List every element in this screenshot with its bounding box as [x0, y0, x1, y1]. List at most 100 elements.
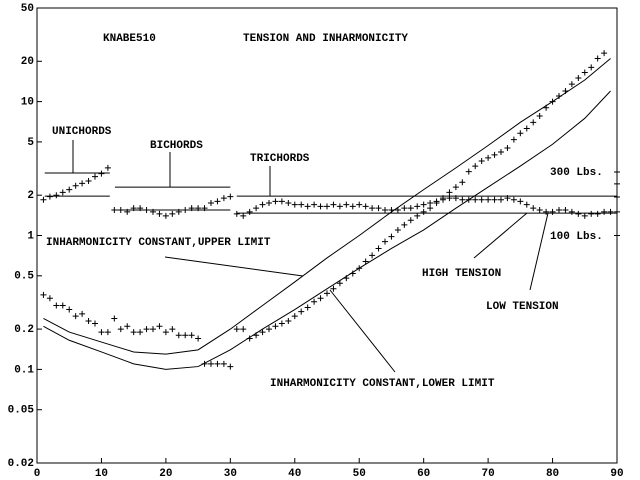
- plus-marker: [227, 363, 234, 370]
- plus-marker: [556, 207, 562, 214]
- plus-marker: [59, 302, 66, 309]
- plus-marker: [98, 170, 105, 177]
- plus-marker: [240, 212, 247, 219]
- plus-marker: [98, 329, 105, 336]
- plus-marker: [491, 196, 498, 203]
- plus-marker: [414, 212, 421, 219]
- plus-marker: [117, 326, 124, 333]
- y-tick-label: 20: [21, 56, 34, 68]
- plus-marker: [46, 295, 53, 302]
- plus-marker: [40, 291, 47, 298]
- plus-marker: [330, 201, 337, 208]
- plus-marker: [575, 210, 582, 217]
- plus-marker: [220, 195, 227, 202]
- chart-subtitle: TENSION AND INHARMONICITY: [243, 33, 408, 45]
- annotation: UNICHORDS: [52, 126, 112, 138]
- plus-marker: [266, 199, 272, 206]
- plus-marker: [601, 208, 608, 215]
- plus-marker: [143, 326, 150, 333]
- plus-marker: [130, 329, 137, 336]
- plus-marker: [214, 360, 221, 367]
- plus-marker: [304, 203, 311, 210]
- annotation: 300 Lbs.: [550, 167, 603, 179]
- plus-marker: [298, 201, 305, 208]
- plus-marker: [162, 212, 169, 219]
- plus-marker: [195, 205, 202, 212]
- plus-marker: [85, 178, 92, 185]
- plus-marker: [311, 201, 318, 208]
- plus-marker: [124, 323, 131, 330]
- plus-marker: [169, 326, 176, 333]
- plus-marker: [401, 221, 408, 228]
- plus-marker: [369, 205, 376, 212]
- plus-marker: [472, 196, 479, 203]
- plus-marker: [343, 201, 350, 208]
- plus-marker: [143, 207, 150, 214]
- x-tick-label: 90: [610, 468, 623, 480]
- plus-marker: [485, 196, 492, 203]
- plus-marker: [440, 195, 446, 202]
- plus-marker: [588, 210, 595, 217]
- plus-marker: [523, 125, 530, 132]
- plus-marker: [188, 205, 195, 212]
- plus-marker: [369, 252, 376, 259]
- plus-marker: [291, 313, 298, 320]
- plus-marker: [601, 50, 608, 57]
- plus-marker: [414, 203, 421, 210]
- plus-marker: [375, 245, 382, 252]
- plus-marker: [79, 180, 86, 187]
- plus-marker: [459, 179, 466, 186]
- plus-marker: [311, 298, 318, 305]
- plus-marker: [195, 335, 202, 342]
- limit-curve: [43, 90, 611, 370]
- plus-marker: [446, 195, 453, 202]
- annotation: 100 Lbs.: [550, 231, 603, 243]
- plus-marker: [498, 196, 504, 203]
- plus-marker: [79, 310, 86, 317]
- plus-marker: [472, 163, 479, 170]
- y-tick-label: 0.05: [8, 405, 35, 417]
- plus-marker: [175, 208, 182, 215]
- plus-marker: [169, 210, 176, 217]
- y-tick-label: 0.02: [8, 458, 34, 470]
- plus-marker: [182, 332, 189, 339]
- plus-marker: [124, 208, 131, 215]
- plus-marker: [478, 158, 485, 165]
- leader-line: [529, 212, 549, 291]
- plus-marker: [150, 208, 156, 215]
- plus-marker: [614, 180, 620, 187]
- plus-marker: [427, 199, 434, 206]
- y-tick-label: 5: [27, 137, 34, 149]
- plus-marker: [420, 208, 427, 215]
- plus-marker: [117, 207, 124, 214]
- y-tick-label: 50: [21, 3, 34, 15]
- plus-marker: [266, 326, 272, 333]
- annotation: LOW TENSION: [486, 301, 559, 313]
- plus-marker: [162, 329, 169, 336]
- plus-marker: [588, 64, 595, 71]
- y-tick-label: 2: [27, 190, 34, 202]
- plus-marker: [150, 326, 156, 333]
- plus-marker: [278, 320, 285, 327]
- plus-marker: [272, 198, 279, 205]
- plus-marker: [401, 205, 408, 212]
- plus-marker: [188, 332, 195, 339]
- plus-marker: [536, 207, 543, 214]
- plus-marker: [85, 317, 92, 324]
- x-tick-label: 30: [224, 468, 237, 480]
- y-tick-label: 10: [21, 97, 34, 109]
- plus-marker: [104, 329, 111, 336]
- plus-marker: [465, 168, 472, 175]
- plus-marker: [175, 332, 182, 339]
- x-tick-label: 50: [353, 468, 366, 480]
- plus-marker: [182, 207, 189, 214]
- plus-marker: [72, 313, 79, 320]
- plus-marker: [214, 198, 221, 205]
- plus-marker: [594, 210, 601, 217]
- y-tick-label: 1: [27, 230, 34, 242]
- plus-marker: [104, 164, 111, 171]
- x-tick-label: 0: [34, 468, 41, 480]
- chart-title: KNABE510: [103, 33, 156, 45]
- plus-marker: [317, 203, 324, 210]
